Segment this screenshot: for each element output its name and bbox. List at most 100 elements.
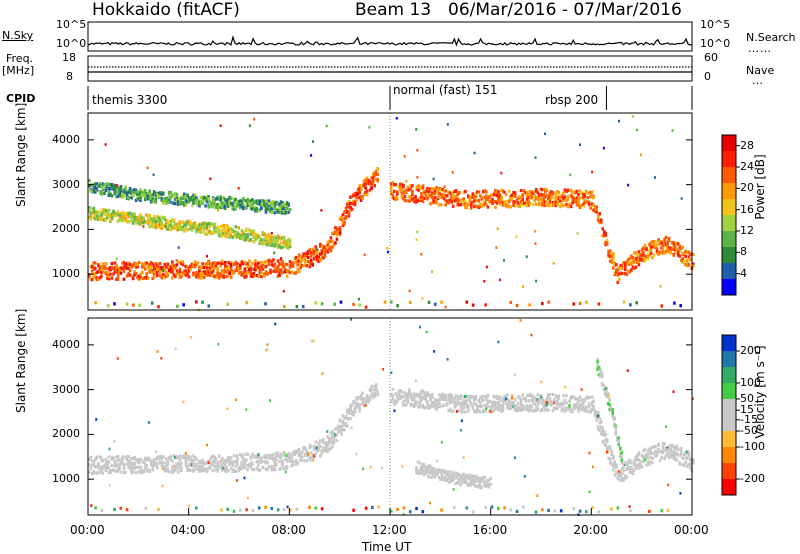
range-gate-cell [535,511,538,514]
range-gate-cell [615,263,618,266]
range-gate-cell [283,290,285,293]
colorbar-segment [722,399,736,415]
range-gate-cell [604,433,607,436]
range-gate-cell [333,303,336,306]
range-gate-cell [105,262,108,265]
range-gate-cell [273,252,275,255]
colorbar-tick-label: 4 [740,267,747,280]
range-gate-cell [331,445,334,448]
range-gate-cell [226,508,229,511]
range-gate-cell [370,388,373,391]
range-gate-cell [681,197,683,200]
range-gate-cell [117,455,120,458]
range-gate-cell [274,468,277,471]
range-gate-cell [352,509,355,512]
range-gate-cell [604,444,607,447]
range-gate-cell [577,201,580,204]
range-gate-cell [265,260,268,263]
range-gate-cell [577,409,580,412]
power-panel [88,113,695,311]
range-gate-cell [433,178,435,181]
range-gate-cell [334,241,337,244]
range-gate-cell [295,256,298,259]
range-gate-cell [464,395,467,398]
range-gate-cell [467,202,470,205]
range-gate-cell [684,461,687,464]
range-gate-cell [600,420,603,423]
range-gate-cell [358,298,360,301]
range-gate-cell [444,394,447,397]
range-gate-cell [540,396,542,399]
range-gate-cell [316,447,318,450]
range-gate-cell [599,369,602,372]
range-gate-cell [259,199,262,202]
range-gate-cell [189,221,192,224]
colorbar-segment [722,135,736,151]
range-gate-cell [315,440,318,443]
range-gate-cell [319,439,322,442]
range-gate-cell [185,269,188,272]
range-gate-cell [618,440,621,443]
cpid-panel [88,86,692,110]
range-gate-cell [148,196,151,199]
range-gate-cell [239,509,242,512]
range-gate-cell [113,440,115,443]
range-gate-cell [271,232,273,235]
range-gate-cell [263,232,266,235]
range-gate-cell [469,199,472,202]
range-gate-cell [203,276,206,279]
range-gate-cell [511,396,514,399]
y-tick-label: 3000 [52,178,80,191]
range-gate-cell [674,245,677,248]
range-gate-cell [192,459,195,462]
range-gate-cell [132,304,135,307]
range-gate-cell [247,233,250,236]
range-gate-cell [170,221,173,224]
range-gate-cell [285,471,287,474]
range-gate-cell [549,204,552,207]
range-gate-cell [653,254,656,257]
range-gate-cell [585,192,588,195]
range-gate-cell [253,118,255,121]
range-gate-cell [266,208,269,211]
range-gate-cell [505,200,508,203]
range-gate-cell [650,252,653,255]
range-gate-cell [322,372,324,375]
range-gate-cell [503,506,506,509]
range-gate-cell [366,190,369,193]
range-gate-cell [252,509,255,512]
range-gate-cell [127,455,130,458]
range-gate-cell [579,143,581,146]
range-gate-cell [157,508,160,511]
range-gate-cell [257,464,260,467]
range-gate-cell [97,264,100,267]
range-gate-cell [549,199,552,202]
range-gate-cell [180,275,183,278]
colorbar-segment [722,367,736,383]
range-gate-cell [280,257,282,260]
range-gate-cell [124,471,127,474]
range-gate-cell [579,510,582,513]
range-gate-cell [327,250,330,253]
range-gate-cell [235,399,237,402]
range-gate-cell [177,470,180,473]
range-gate-cell [253,230,256,233]
range-gate-cell [494,206,497,209]
range-gate-cell [585,407,588,410]
range-gate-cell [339,420,342,423]
x-tick-label: 00:00 [674,523,709,537]
range-gate-cell [679,492,681,495]
range-gate-cell [483,201,485,204]
range-gate-cell [93,207,96,210]
range-gate-cell [310,154,312,157]
range-gate-cell [139,213,142,216]
range-gate-cell [235,225,238,228]
range-gate-cell [157,305,160,308]
range-gate-cell [458,409,461,412]
range-gate-cell [348,214,351,217]
range-gate-cell [292,460,295,463]
range-gate-cell [632,472,635,475]
colorbar-segment [722,479,736,495]
range-gate-cell [324,255,327,258]
range-gate-cell [238,226,241,229]
